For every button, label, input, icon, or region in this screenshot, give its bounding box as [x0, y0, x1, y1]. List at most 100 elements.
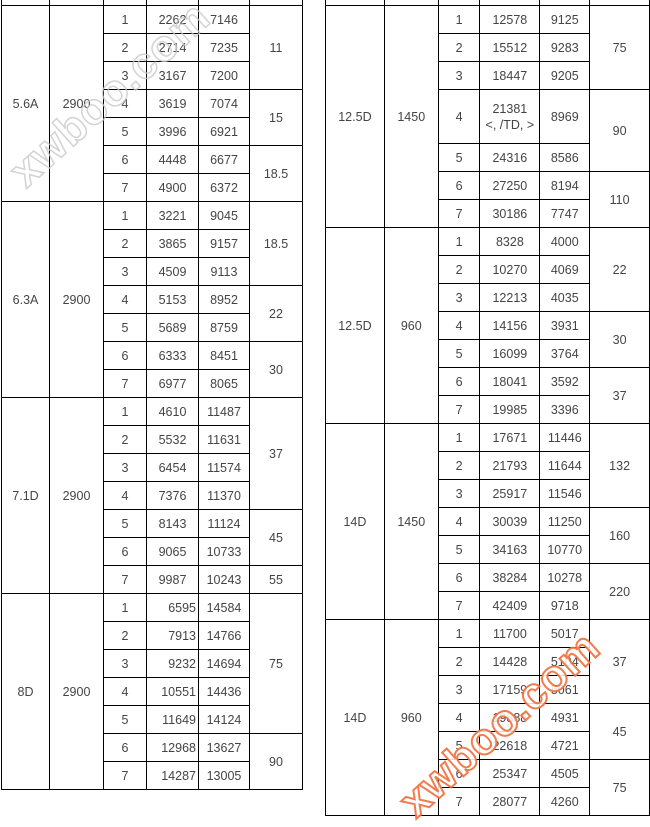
flow-value: 14428: [492, 654, 528, 669]
table-row: 3 25917 11546: [326, 479, 650, 508]
point-number-cell: 7: [437, 591, 481, 620]
flow-cell: 14428: [479, 647, 541, 676]
point-number-cell: 6: [103, 341, 147, 370]
point-number-cell: 4: [103, 89, 147, 118]
pressure-cell: 7146: [198, 5, 250, 34]
flow-value: 14287: [161, 768, 196, 783]
table-row: 7 28077 4260: [326, 787, 650, 816]
flow-note: <, /TD, >: [485, 117, 535, 132]
point-number-cell: 4: [437, 507, 481, 536]
flow-value: 18041: [492, 374, 528, 389]
table-row: 7 6977 8065: [2, 369, 303, 398]
flow-value: 30186: [492, 206, 528, 221]
power-cell: 37: [589, 619, 650, 704]
table-row: 7 19985 3396: [326, 395, 650, 424]
flow-value: 22618: [492, 738, 528, 753]
flow-cell: 4509: [146, 257, 199, 286]
flow-cell: 12968: [146, 733, 199, 762]
point-number-cell: 2: [437, 33, 481, 62]
flow-cell: 9232: [146, 649, 199, 678]
flow-cell: 17159: [479, 675, 541, 704]
flow-value: 11649: [162, 712, 196, 727]
table-row: 6 4448 6677 18.5: [2, 145, 303, 202]
power-cell: 55: [249, 565, 303, 594]
flow-cell: 27250: [479, 171, 541, 200]
flow-value: 9065: [158, 544, 187, 559]
power-cell: 90: [249, 733, 303, 790]
flow-cell: 24316: [479, 143, 541, 172]
speed-cell: 2900: [49, 5, 104, 202]
point-number-cell: 2: [437, 255, 481, 284]
table-row: 5 34163 10770: [326, 535, 650, 564]
flow-value: 27250: [492, 178, 528, 193]
point-number-cell: 4: [103, 285, 147, 314]
pressure-cell: 9205: [539, 61, 591, 90]
pressure-cell: 8586: [539, 143, 591, 172]
point-number-cell: 5: [103, 117, 147, 146]
flow-value: 25917: [492, 486, 528, 501]
pressure-cell: 6921: [198, 117, 250, 146]
pressure-cell: 9157: [198, 229, 250, 258]
table-row: 5.6A 2900 1 2262 7146 11: [1, 5, 303, 202]
flow-cell: 18447: [479, 61, 541, 90]
flow-value: 7913: [168, 628, 196, 643]
flow-cell: 6595: [146, 593, 199, 622]
pressure-cell: 8065: [198, 369, 250, 398]
flow-cell: 3221: [146, 201, 199, 230]
flow-value: 17159: [492, 682, 528, 697]
power-cell: 30: [589, 311, 650, 368]
speed-cell: 2900: [49, 593, 104, 790]
table-row: 7 42409 9718: [326, 591, 650, 620]
flow-cell: 25917: [479, 479, 541, 508]
flow-cell: 14287: [146, 761, 199, 790]
table-row: 6 6333 8451 30: [2, 341, 303, 398]
pressure-cell: 13005: [198, 761, 250, 790]
fan-performance-table-right: 12.5D 1450 1 12578 9125 75 2 15512 9283 3 18447 920…: [325, 0, 650, 816]
table-row: 4 14156 3931 30: [326, 311, 650, 368]
flow-cell: 17671: [479, 423, 541, 452]
power-cell: 75: [589, 5, 650, 90]
flow-value: 12968: [161, 740, 196, 755]
power-cell: 18.5: [249, 145, 303, 202]
table-row: 5 24316 8586: [326, 143, 650, 172]
point-number-cell: 2: [103, 425, 147, 454]
flow-value: 25347: [492, 766, 528, 781]
point-number-cell: 5: [103, 313, 147, 342]
speed-cell: 2900: [49, 397, 104, 594]
flow-value: 3221: [158, 208, 187, 223]
pressure-cell: 3764: [539, 339, 591, 368]
pressure-cell: 11446: [539, 423, 591, 452]
flow-value: 42409: [492, 598, 528, 613]
pressure-cell: 9718: [539, 591, 591, 620]
pressure-cell: 11250: [539, 507, 591, 536]
point-number-cell: 6: [437, 367, 481, 396]
table-row: 4 21381 <, /TD, >8969 90: [326, 89, 650, 172]
point-number-cell: 3: [437, 479, 481, 508]
point-number-cell: 1: [103, 397, 147, 426]
speed-cell: 2900: [49, 201, 104, 398]
point-number-cell: 3: [437, 675, 481, 704]
pressure-cell: 11487: [198, 397, 250, 426]
pressure-cell: 3592: [539, 367, 591, 396]
speed-cell: 960: [383, 619, 439, 816]
flow-cell: 3167: [146, 61, 199, 90]
flow-cell: 6454: [146, 453, 199, 482]
pressure-cell: 13627: [198, 733, 250, 762]
pressure-cell: 11124: [198, 509, 250, 538]
pressure-cell: 14694: [198, 649, 250, 678]
model-cell: 8D: [1, 593, 50, 790]
point-number-cell: 6: [437, 563, 481, 592]
flow-cell: 11700: [479, 619, 541, 648]
point-number-cell: 7: [103, 173, 147, 202]
flow-value: 5689: [158, 320, 187, 335]
pressure-cell: 4931: [539, 703, 591, 732]
flow-cell: 19888: [479, 703, 541, 732]
power-cell: 22: [249, 285, 303, 342]
flow-value: 3167: [158, 68, 187, 83]
point-number-cell: 4: [437, 89, 481, 144]
flow-value: 6977: [158, 376, 187, 391]
point-number-cell: 1: [103, 593, 147, 622]
flow-cell: 30039: [479, 507, 541, 536]
flow-cell: 5532: [146, 425, 199, 454]
table-row: 7 14287 13005: [2, 761, 303, 790]
